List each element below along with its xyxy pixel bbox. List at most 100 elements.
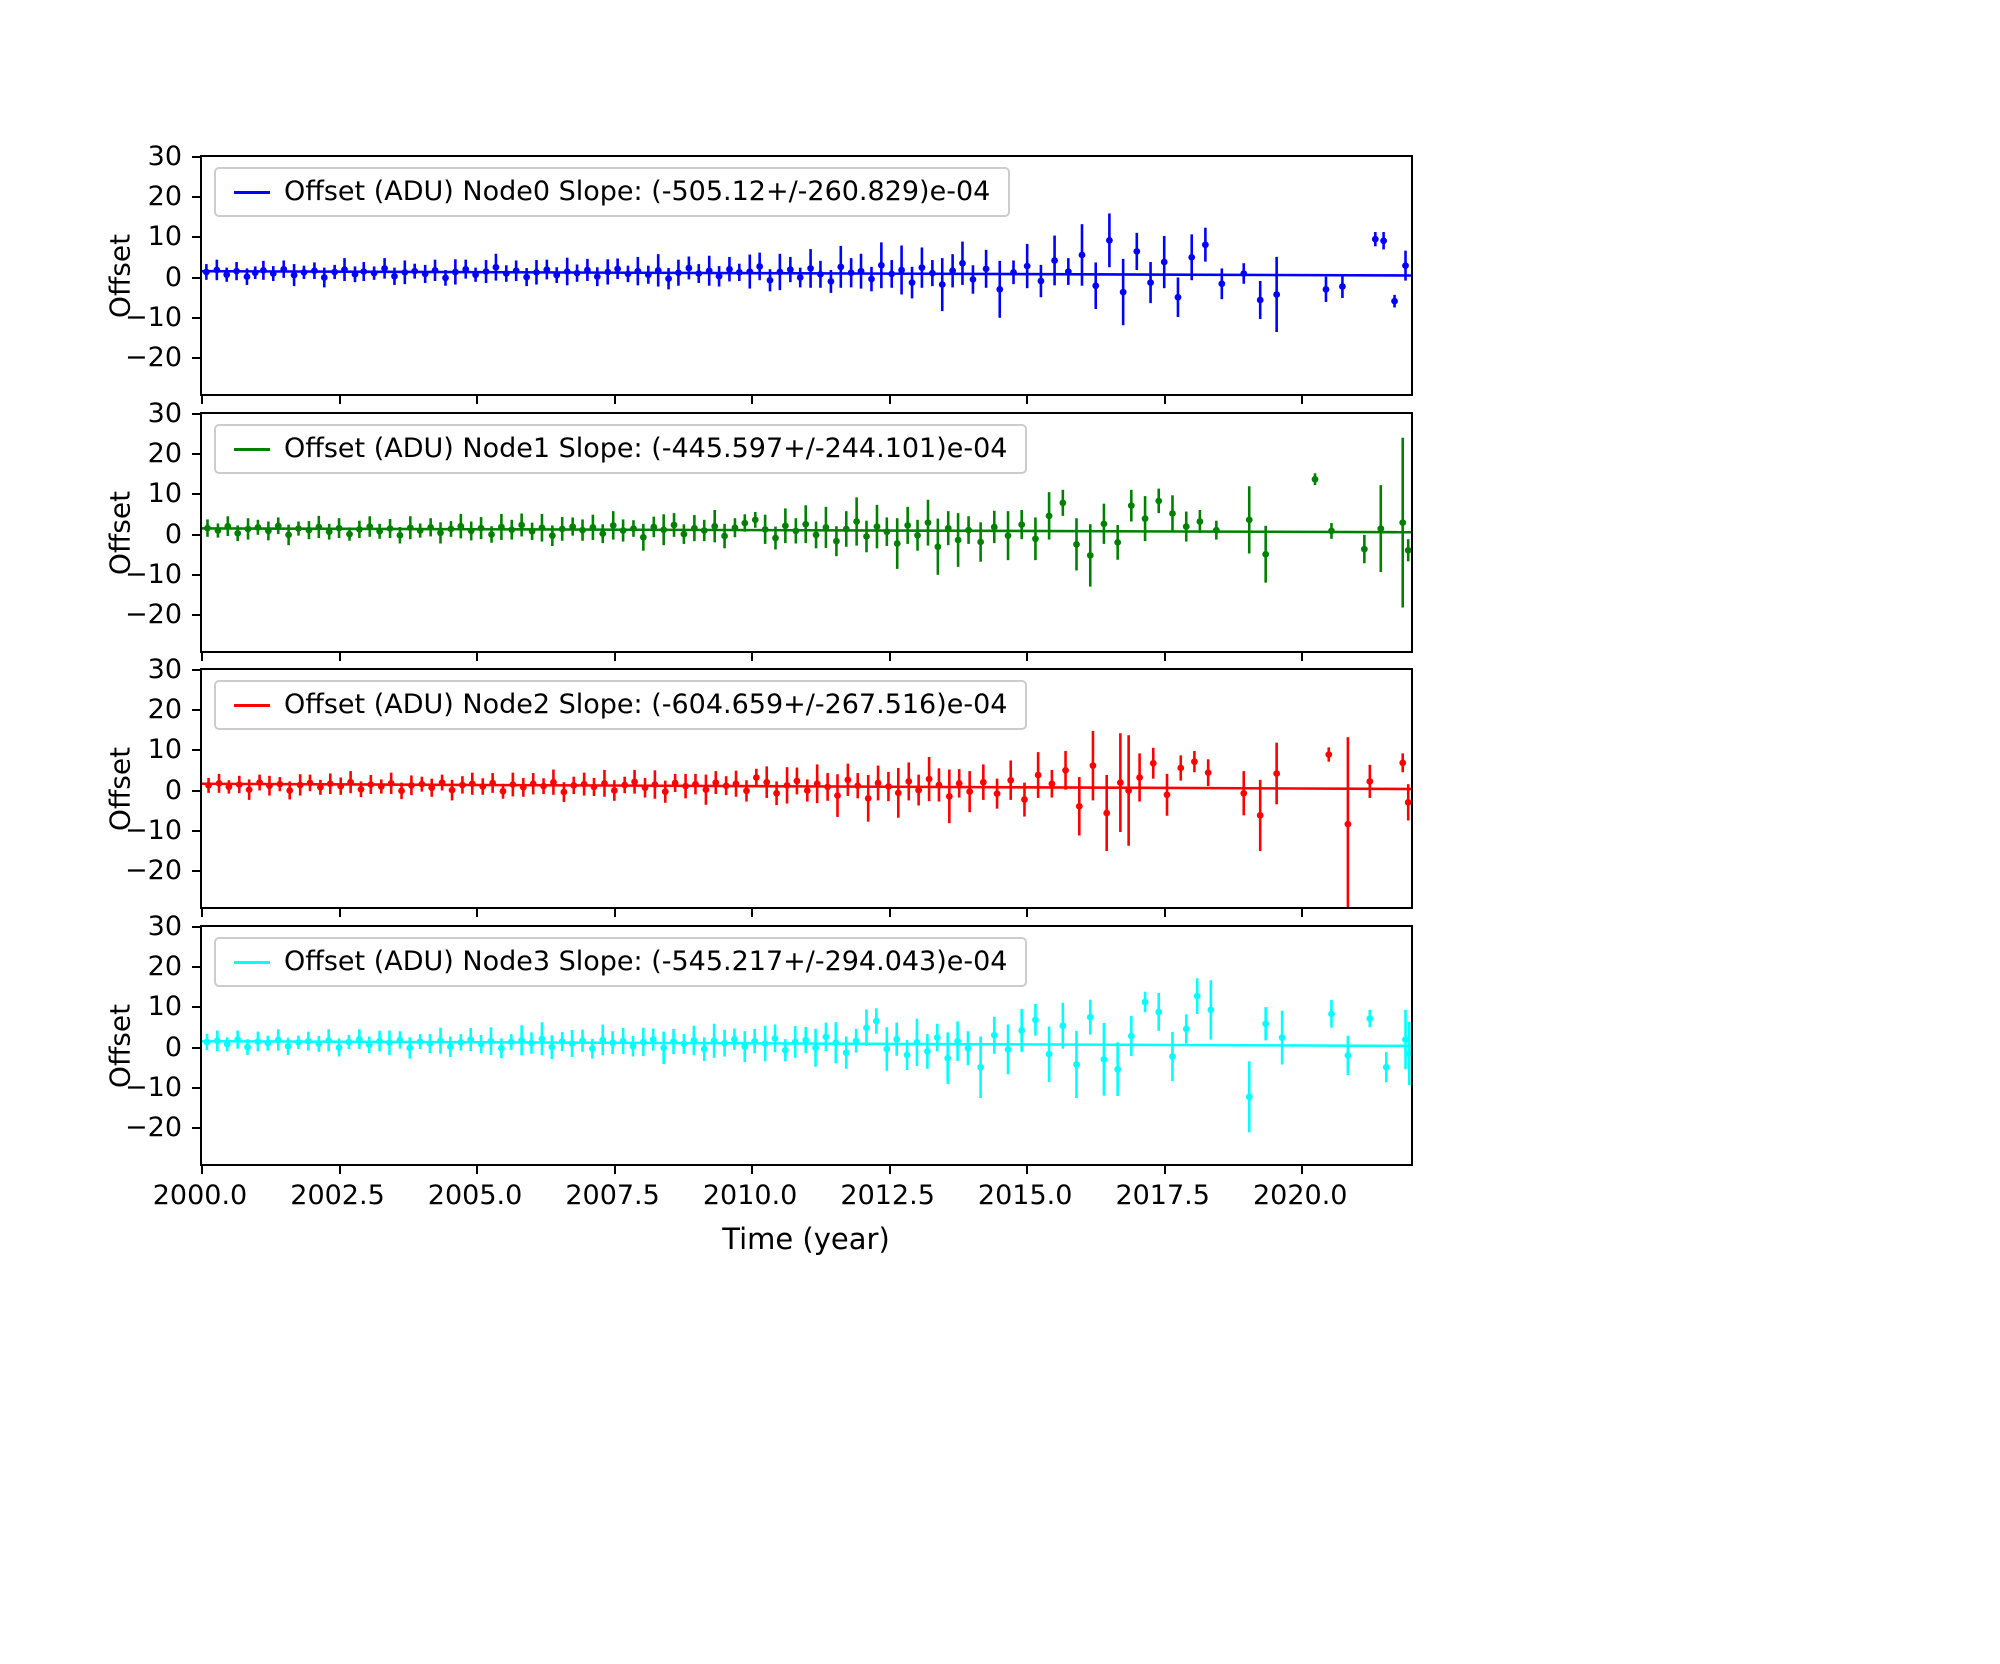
x-tick-label: 2020.0: [1252, 1180, 1348, 1211]
legend-node0: Offset (ADU) Node0 Slope: (-505.12+/-260…: [214, 167, 1011, 218]
x-tick-mark: [1163, 907, 1166, 917]
y-tick-label: 10: [147, 478, 182, 510]
node2-plot-area: [202, 730, 1411, 907]
x-tick-mark: [338, 394, 341, 404]
y-tick-label: 20: [147, 438, 182, 470]
panel-node1: Offset (ADU) Node1 Slope: (-445.597+/-24…: [104, 398, 1413, 661]
y-tick-label: 10: [147, 991, 182, 1023]
y-tick-mark: [192, 493, 202, 496]
y-tick-label: 10: [147, 734, 182, 766]
x-tick-mark: [613, 1164, 616, 1174]
y-tick-label: 30: [147, 911, 182, 942]
y-tick-mark: [192, 709, 202, 712]
y-tick-mark: [192, 356, 202, 359]
x-tick-mark: [1301, 651, 1304, 661]
y-tick-label: −10: [125, 1071, 182, 1103]
x-tick-mark: [1026, 651, 1029, 661]
legend-line-swatch-node3: [234, 960, 270, 964]
legend-node1: Offset (ADU) Node1 Slope: (-445.597+/-24…: [214, 424, 1028, 475]
y-tick-label: 20: [147, 181, 182, 213]
y-tick-mark: [192, 533, 202, 536]
x-tick-mark: [201, 651, 203, 661]
x-tick-mark: [888, 1164, 891, 1174]
y-tick-mark: [192, 1126, 202, 1129]
x-tick-mark: [338, 1164, 341, 1174]
y-tick-mark: [192, 156, 202, 158]
y-tick-label: −20: [125, 1111, 182, 1143]
x-tick-label: 2015.0: [977, 1180, 1073, 1211]
x-tick-mark: [338, 651, 341, 661]
y-tick-label: 20: [147, 694, 182, 726]
y-tick-mark: [192, 276, 202, 279]
y-tick-label: 0: [164, 1031, 182, 1063]
y-tick-label: 10: [147, 221, 182, 253]
y-tick-label: −10: [125, 814, 182, 846]
x-tick-mark: [338, 907, 341, 917]
x-tick-mark: [751, 651, 754, 661]
y-tick-mark: [192, 1086, 202, 1089]
y-tick-label: −20: [125, 598, 182, 630]
y-tick-mark: [192, 613, 202, 616]
y-tick-label: 0: [164, 261, 182, 293]
panel-node0: Offset (ADU) Node0 Slope: (-505.12+/-260…: [104, 141, 1413, 404]
x-tick-mark: [1301, 394, 1304, 404]
y-tick-mark: [192, 829, 202, 832]
y-tick-mark: [192, 1046, 202, 1049]
legend-line-swatch-node0: [234, 190, 270, 194]
x-tick-label: 2007.5: [565, 1180, 660, 1211]
y-tick-mark: [192, 1006, 202, 1009]
x-tick-mark: [1026, 1164, 1029, 1174]
legend-line-swatch-node2: [234, 703, 270, 707]
x-tick-label: 2000.0: [152, 1180, 248, 1211]
x-tick-mark: [888, 394, 891, 404]
y-tick-mark: [192, 236, 202, 239]
y-tick-label: 30: [147, 141, 182, 172]
x-tick-label: 2017.5: [1115, 1180, 1210, 1211]
legend-node3: Offset (ADU) Node3 Slope: (-545.217+/-29…: [214, 937, 1028, 988]
x-tick-label: 2005.0: [427, 1180, 523, 1211]
x-tick-mark: [201, 394, 203, 404]
x-tick-label: 2010.0: [702, 1180, 798, 1211]
y-tick-mark: [192, 453, 202, 456]
x-tick-label: 2012.5: [840, 1180, 935, 1211]
x-tick-mark: [1026, 907, 1029, 917]
y-tick-mark: [192, 789, 202, 792]
x-tick-mark: [476, 907, 479, 917]
node3-plot-area: [202, 978, 1411, 1133]
x-tick-mark: [751, 1164, 754, 1174]
y-tick-label: 20: [147, 951, 182, 983]
x-tick-mark: [476, 1164, 479, 1174]
y-tick-label: 0: [164, 774, 182, 806]
y-tick-mark: [192, 749, 202, 752]
x-tick-mark: [613, 394, 616, 404]
y-tick-label: −20: [125, 854, 182, 886]
legend-line-swatch-node1: [234, 447, 270, 451]
x-tick-mark: [613, 907, 616, 917]
x-tick-mark: [1301, 1164, 1304, 1174]
y-tick-label: −20: [125, 341, 182, 373]
x-tick-mark: [613, 651, 616, 661]
x-tick-mark: [1163, 394, 1166, 404]
x-tick-mark: [476, 394, 479, 404]
y-tick-mark: [192, 196, 202, 199]
x-tick-mark: [1163, 1164, 1166, 1174]
y-tick-mark: [192, 573, 202, 576]
legend-node2: Offset (ADU) Node2 Slope: (-604.659+/-26…: [214, 680, 1028, 731]
y-tick-label: 0: [164, 518, 182, 550]
legend-label-node0: Offset (ADU) Node0 Slope: (-505.12+/-260…: [284, 176, 991, 207]
x-tick-mark: [201, 907, 203, 917]
y-tick-label: 30: [147, 398, 182, 429]
x-tick-mark: [888, 907, 891, 917]
legend-label-node2: Offset (ADU) Node2 Slope: (-604.659+/-26…: [284, 689, 1008, 720]
x-tick-mark: [751, 394, 754, 404]
y-tick-mark: [192, 869, 202, 872]
panel-node2: Offset (ADU) Node2 Slope: (-604.659+/-26…: [104, 654, 1413, 917]
x-axis-label: Time (year): [722, 1222, 890, 1256]
x-tick-mark: [476, 651, 479, 661]
legend-label-node1: Offset (ADU) Node1 Slope: (-445.597+/-24…: [284, 433, 1008, 464]
y-tick-label: −10: [125, 301, 182, 333]
x-tick-label: 2002.5: [290, 1180, 385, 1211]
y-tick-mark: [192, 926, 202, 928]
panel-node3: Offset (ADU) Node3 Slope: (-545.217+/-29…: [104, 911, 1413, 1174]
